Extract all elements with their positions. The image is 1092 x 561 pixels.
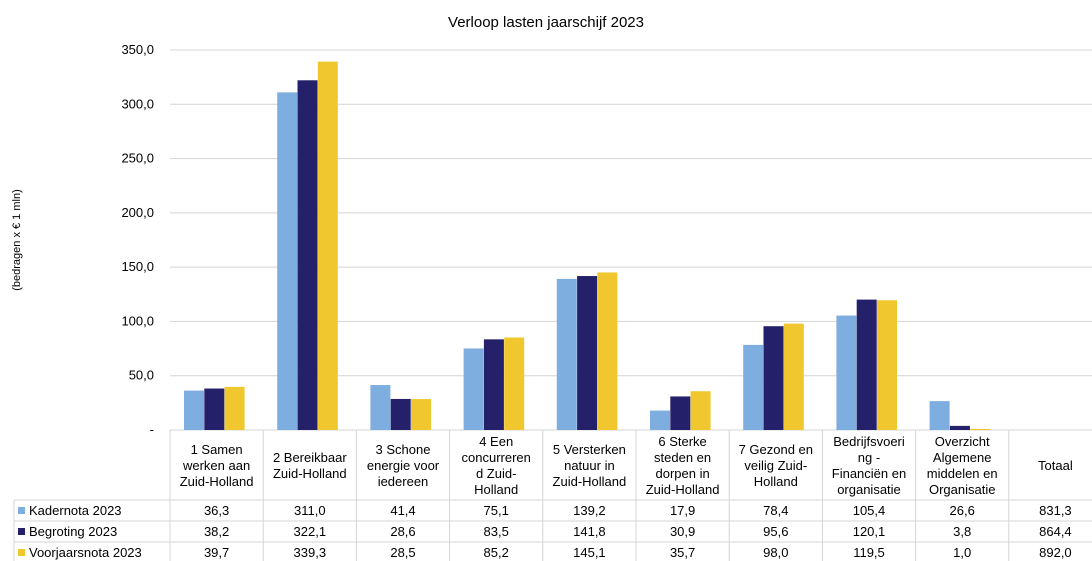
chart-title: Verloop lasten jaarschijf 2023 (448, 14, 644, 31)
legend-swatch (18, 507, 25, 514)
data-label: 119,5 (853, 545, 885, 560)
bar (504, 337, 525, 430)
bar (224, 386, 245, 430)
y-tick-label: - (150, 422, 154, 437)
data-label: 28,5 (390, 545, 415, 560)
data-label: 36,3 (204, 503, 229, 518)
bar (370, 385, 391, 430)
data-label: 339,3 (294, 545, 327, 560)
data-label: 35,7 (670, 545, 695, 560)
legend-swatch (18, 528, 25, 535)
category-label: 1 Samen werken aan Zuid-Holland (180, 442, 254, 489)
data-label: 141,8 (573, 524, 606, 539)
bar (483, 339, 504, 430)
data-label: 311,0 (294, 503, 326, 518)
category-label: 3 Schone energie voor iedereen (367, 442, 440, 489)
data-label: 3,8 (953, 524, 971, 539)
bar (390, 398, 411, 430)
bar (556, 278, 577, 430)
bars (184, 61, 991, 431)
data-label: 831,3 (1039, 503, 1072, 518)
bar (690, 391, 711, 430)
y-tick-label: 250,0 (121, 151, 154, 166)
data-label: 78,4 (763, 503, 788, 518)
category-label: 7 Gezond en veilig Zuid-Holland (739, 442, 813, 489)
data-label: 17,9 (670, 503, 695, 518)
bar (184, 390, 204, 430)
y-tick-label: 200,0 (121, 205, 154, 220)
data-label: 41,4 (390, 503, 415, 518)
y-tick-label: 300,0 (121, 96, 154, 111)
category-label: 4 Een concurreren d Zuid-Holland (462, 434, 531, 497)
category-label: Overzicht Algemene middelen en Organisatie (927, 434, 998, 497)
bar (763, 326, 784, 430)
bar (743, 344, 764, 430)
category-label: 5 Versterken natuur in Zuid-Holland (553, 442, 627, 489)
data-label: 145,1 (573, 545, 606, 560)
bar (949, 425, 970, 430)
data-label: 892,0 (1039, 545, 1072, 560)
bar (597, 272, 618, 430)
data-table: 1 Samen werken aan Zuid-Holland 2 Bereikbaa… (13, 430, 1092, 561)
bar (670, 396, 691, 430)
y-tick-label: 150,0 (121, 259, 154, 274)
data-label: 120,1 (853, 524, 886, 539)
data-label: 1,0 (953, 545, 971, 560)
series-name: Voorjaarsnota 2023 (29, 545, 142, 560)
data-label: 39,7 (204, 545, 229, 560)
category-label: 2 Bereikbaar Zuid-Holland (273, 450, 347, 481)
data-label: 38,2 (204, 524, 229, 539)
data-label: 75,1 (484, 503, 509, 518)
data-label: 105,4 (853, 503, 886, 518)
data-label: 28,6 (390, 524, 415, 539)
y-tick-label: 350,0 (121, 42, 154, 57)
bar (929, 401, 950, 430)
data-label: 30,9 (670, 524, 695, 539)
bar (836, 315, 857, 430)
bar (877, 300, 897, 430)
series-name: Begroting 2023 (29, 524, 117, 539)
bar (463, 348, 484, 430)
category-label: Totaal (1038, 458, 1073, 473)
data-label: 83,5 (484, 524, 509, 539)
category-label: Bedrijfsvoeri ng -Financiën en organisatie (832, 434, 906, 497)
y-tick-label: 100,0 (121, 313, 154, 328)
legend-swatch (18, 549, 25, 556)
bar (650, 410, 670, 430)
data-label: 26,6 (950, 503, 975, 518)
category-label: 6 Sterke steden en dorpen in Zuid-Holland (646, 434, 720, 497)
bar (297, 80, 318, 430)
series-name: Kadernota 2023 (29, 503, 122, 518)
data-label: 85,2 (484, 545, 509, 560)
y-axis-label: (bedragen x € 1 mln) (11, 189, 23, 291)
bar (856, 299, 877, 430)
data-label: 98,0 (763, 545, 788, 560)
data-label: 95,6 (763, 524, 788, 539)
data-label: 864,4 (1039, 524, 1072, 539)
bar (577, 276, 598, 430)
bar (317, 61, 338, 431)
bar (277, 92, 298, 430)
data-label: 322,1 (294, 524, 327, 539)
bar (783, 323, 804, 430)
bar (970, 428, 991, 430)
y-axis-ticks: - 50,0 100,0 150,0 200,0 250,0 300,0 350,0 (121, 42, 154, 437)
bar (204, 388, 225, 430)
data-label: 139,2 (573, 503, 606, 518)
y-tick-label: 50,0 (129, 368, 154, 383)
bar (411, 399, 431, 430)
